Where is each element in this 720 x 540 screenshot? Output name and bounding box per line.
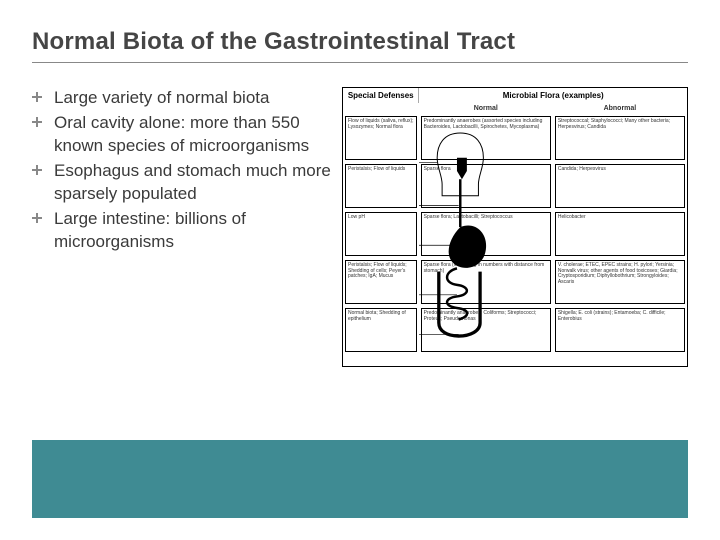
figure-cell-normal: Predominantly anaerobes; Coliforms; Stre… [421, 308, 551, 352]
title-underline [32, 62, 688, 63]
figure-cell-normal: Sparse flora [421, 164, 551, 208]
figure-cell-normal: Predominantly anaerobes (assorted specie… [421, 116, 551, 160]
figure-row: Low pH Sparse flora; Lactobacilli; Strep… [343, 210, 687, 258]
bullet-item: Large variety of normal biota [32, 87, 332, 110]
figure-cell-abnormal: V. cholerae; ETEC, EPEC strains; H. pylo… [555, 260, 685, 304]
figure-row: Peristalsis; Flow of liquids; Shedding o… [343, 258, 687, 306]
figure-cell-abnormal: Helicobacter [555, 212, 685, 256]
figure-cell-defenses: Normal biota; Shedding of epithelium [345, 308, 417, 352]
figure-cell-defenses: Peristalsis; Flow of liquids; Shedding o… [345, 260, 417, 304]
footer-accent-bar [32, 440, 688, 518]
figure-row: Peristalsis; Flow of liquids Sparse flor… [343, 162, 687, 210]
figure-cell-abnormal: Streptococcal; Staphylococci; Many other… [555, 116, 685, 160]
bullet-item: Oral cavity alone: more than 550 known s… [32, 112, 332, 158]
bullet-item: Esophagus and stomach much more sparsely… [32, 160, 332, 206]
bullet-item: Large intestine: billions of microorgani… [32, 208, 332, 254]
figure-cell-defenses: Flow of liquids (saliva, reflux); Lysozy… [345, 116, 417, 160]
figure-header-left: Special Defenses [343, 88, 418, 103]
figure-subheader-spacer [343, 103, 419, 114]
figure-cell-abnormal: Candida; Herpesvirus [555, 164, 685, 208]
content-row: Large variety of normal biota Oral cavit… [32, 87, 688, 367]
figure-row: Normal biota; Shedding of epithelium Pre… [343, 306, 687, 354]
figure-cell-abnormal: Shigella; E. coli (strains); Entamoeba; … [555, 308, 685, 352]
figure-row: Flow of liquids (saliva, reflux); Lysozy… [343, 114, 687, 162]
figure-cell-normal: Sparse flora (increasing in numbers with… [421, 260, 551, 304]
figure-subheader-abnormal: Abnormal [553, 103, 687, 114]
figure-subheader-row: Normal Abnormal [343, 103, 687, 114]
slide-title: Normal Biota of the Gastrointestinal Tra… [32, 28, 688, 56]
gi-tract-figure: Special Defenses Microbial Flora (exampl… [342, 87, 688, 367]
figure-cell-defenses: Low pH [345, 212, 417, 256]
bullet-list: Large variety of normal biota Oral cavit… [32, 87, 342, 256]
figure-cell-defenses: Peristalsis; Flow of liquids [345, 164, 417, 208]
figure-subheader-normal: Normal [419, 103, 553, 114]
figure-header-right: Microbial Flora (examples) [418, 88, 687, 103]
slide-container: Normal Biota of the Gastrointestinal Tra… [0, 0, 720, 540]
figure-cell-normal: Sparse flora; Lactobacilli; Streptococcu… [421, 212, 551, 256]
figure-header-row: Special Defenses Microbial Flora (exampl… [343, 88, 687, 103]
